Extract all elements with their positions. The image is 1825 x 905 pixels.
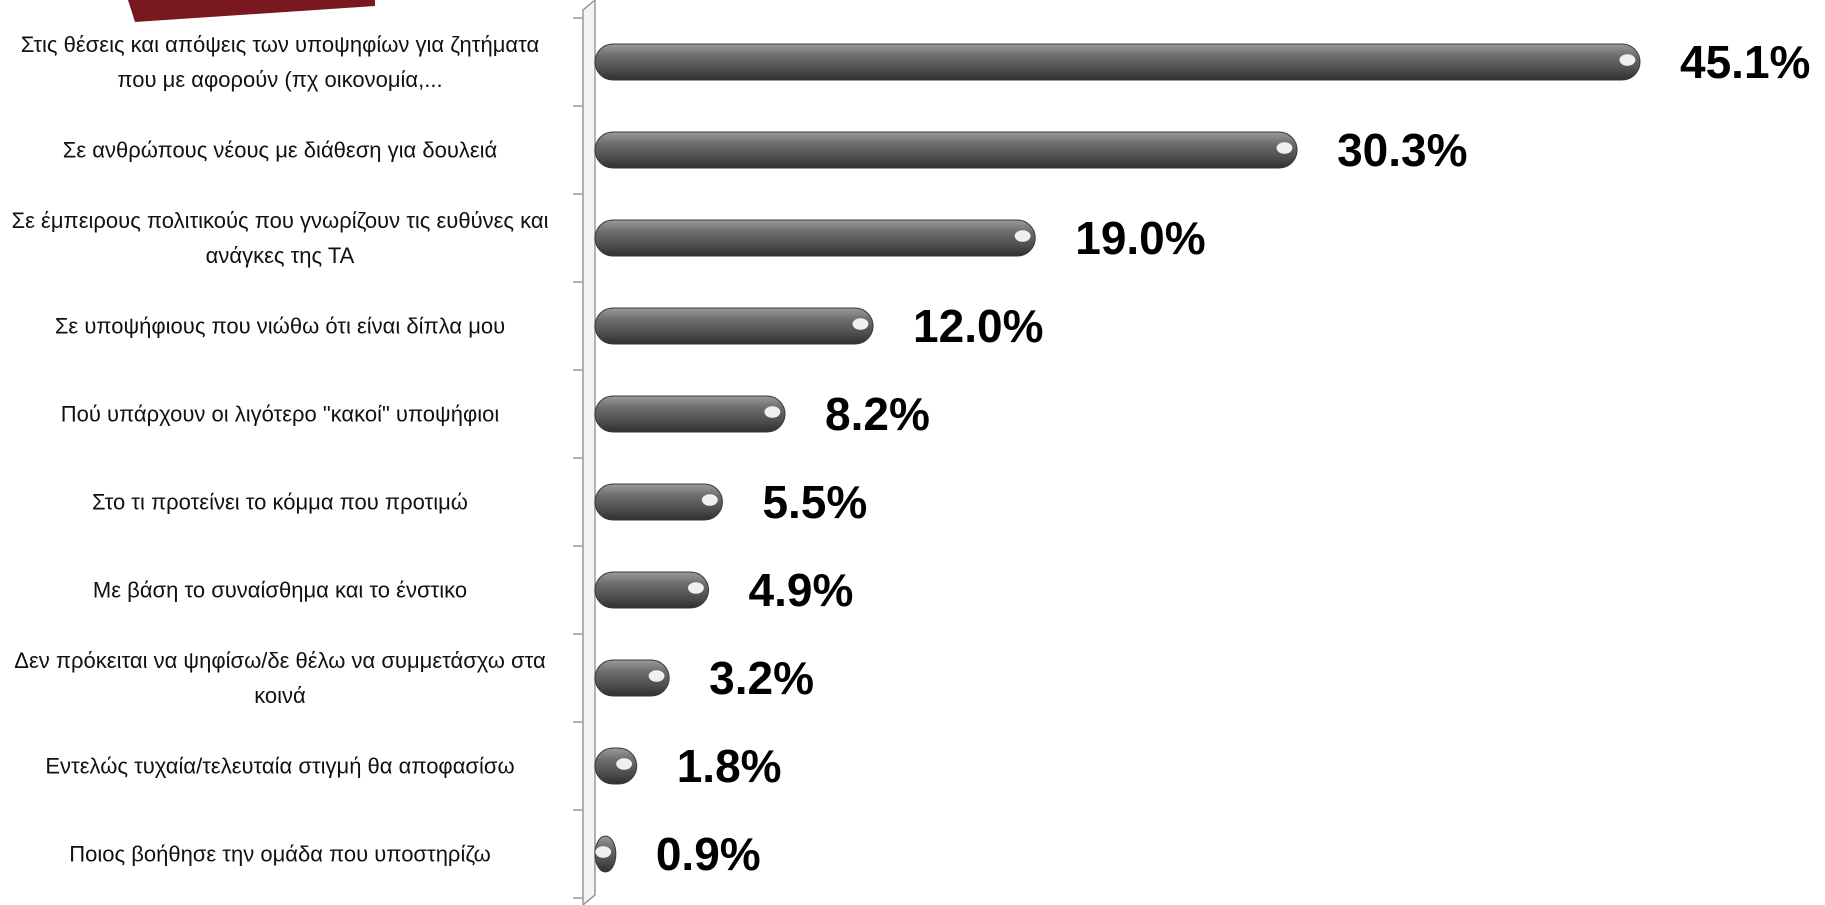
category-label: Πού υπάρχουν οι λιγότερο "κακοί" υποψήφι… [60,401,500,427]
category-label: Ποιος βοήθησε την ομάδα που υποστηρίζω [69,841,491,867]
value-label: 45.1% [1680,36,1810,88]
value-label: 12.0% [913,300,1043,352]
category-label: Με βάση το συναίσθημα και το ένστικο [92,577,468,603]
bar-highlight [701,494,718,506]
bar-highlight [648,670,665,682]
category-label: Σε ανθρώπους νέους με διάθεση για δουλει… [62,137,498,163]
bar [594,131,1298,169]
bar [594,659,670,697]
bar-highlight [616,758,633,770]
value-label: 4.9% [749,564,854,616]
bar [594,307,874,345]
bar-highlight [1619,54,1636,66]
category-label: Στο τι προτείνει το κόμμα που προτιμώ [92,489,468,515]
bar [594,395,786,433]
value-label: 5.5% [762,476,867,528]
category-label: Σε υποψήφιους που νιώθω ότι είναι δίπλα … [54,313,506,339]
bar [594,747,638,785]
category-label: Εντελώς τυχαία/τελευταία στιγμή θα αποφα… [45,753,515,779]
bar [594,571,710,609]
category-label: Σε έμπειρους πολιτικούς που γνωρίζουν τι… [11,208,549,268]
bar-highlight [764,406,781,418]
bar-highlight [1014,230,1031,242]
bar-highlight [852,318,869,330]
category-label: Στις θέσεις και απόψεις των υποψηφίων γι… [20,32,540,92]
value-label: 3.2% [709,652,814,704]
bar [594,483,723,521]
bar [594,219,1036,257]
value-label: 8.2% [825,388,930,440]
bar-highlight [688,582,704,594]
value-label: 0.9% [656,828,761,880]
header-decoration [128,0,375,22]
value-label: 30.3% [1337,124,1467,176]
value-label: 19.0% [1075,212,1205,264]
category-label: Δεν πρόκειται να ψηφίσω/δε θέλω να συμμε… [14,648,546,708]
bar-highlight [1276,142,1293,154]
value-label: 1.8% [677,740,782,792]
bar-highlight [595,846,612,858]
bar [594,43,1641,81]
axis-wall [582,0,596,905]
